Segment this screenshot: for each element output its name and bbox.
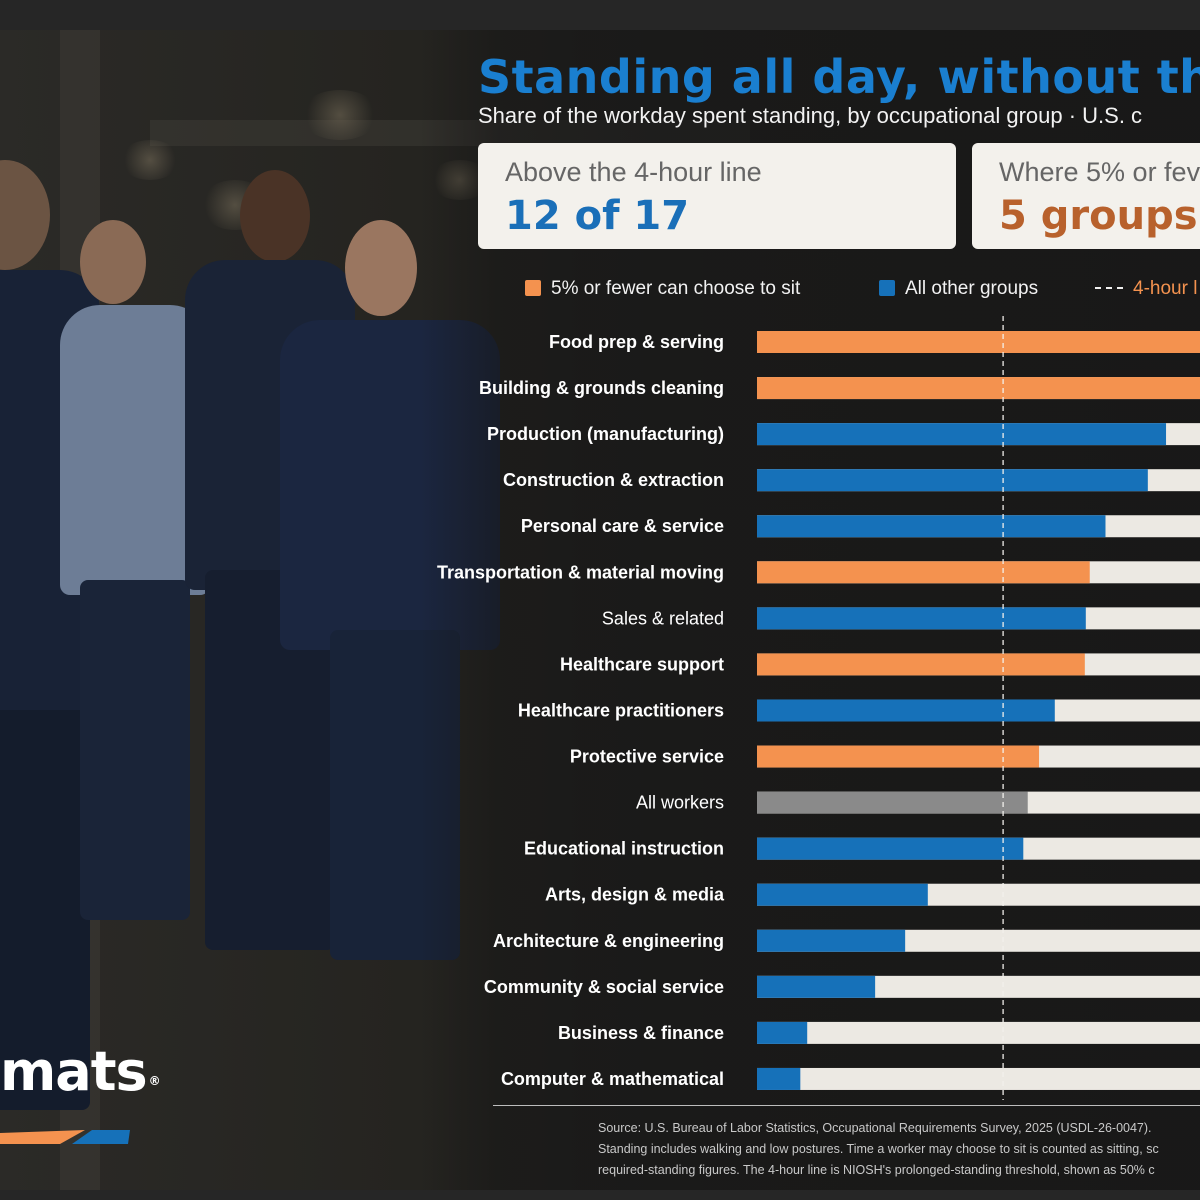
bar <box>757 515 1106 538</box>
stat-card-label: Above the 4-hour line <box>505 157 762 187</box>
bar <box>757 331 1200 353</box>
category-label: Healthcare support <box>560 654 724 674</box>
brand-logo: mats ® <box>0 1040 161 1103</box>
bar <box>757 1067 801 1090</box>
bar <box>757 607 1086 630</box>
brand-swoosh <box>0 1130 130 1144</box>
bar <box>757 469 1148 492</box>
stat-card-few-sit: Where 5% or fev 5 groups <box>972 143 1200 249</box>
legend-orange: 5% or fewer can choose to sit <box>525 278 800 302</box>
registered-mark: ® <box>148 1074 161 1088</box>
bar <box>757 837 1024 860</box>
bar <box>757 791 1028 814</box>
top-strip <box>0 0 1200 30</box>
source-note: Source: U.S. Bureau of Labor Statistics,… <box>598 1118 1200 1181</box>
bar <box>757 929 906 952</box>
category-label: Building & grounds cleaning <box>479 378 724 398</box>
category-label: Sales & related <box>602 608 724 628</box>
legend-label: 5% or fewer can choose to sit <box>551 278 801 299</box>
bar <box>757 423 1167 446</box>
legend-label: 4-hour l <box>1133 278 1198 299</box>
category-label: Personal care & service <box>521 516 724 536</box>
category-label: All workers <box>636 793 724 813</box>
category-label: Protective service <box>570 747 724 767</box>
category-label: Community & social service <box>484 977 724 997</box>
category-label: Computer & mathematical <box>501 1069 724 1089</box>
category-label: Food prep & serving <box>549 332 724 352</box>
bottom-strip <box>0 1190 1200 1200</box>
page-subtitle: Share of the workday spent standing, by … <box>478 103 1143 128</box>
stat-card-value: 12 of 17 <box>505 193 690 239</box>
bar <box>757 653 1085 676</box>
category-label: Construction & extraction <box>503 470 724 490</box>
bar <box>757 745 1040 768</box>
category-label: Architecture & engineering <box>493 931 724 951</box>
legend-dash <box>1095 287 1123 289</box>
bar <box>757 1021 808 1044</box>
bar-track <box>757 1067 1200 1090</box>
category-label: Production (manufacturing) <box>487 424 724 444</box>
legend-reference-line: 4-hour l <box>1095 278 1197 302</box>
category-label: Transportation & material moving <box>437 562 724 582</box>
footer-divider <box>493 1105 1200 1106</box>
source-line: Source: U.S. Bureau of Labor Statistics,… <box>598 1121 1152 1135</box>
stat-card-above-line: Above the 4-hour line 12 of 17 <box>478 143 956 249</box>
legend-blue: All other groups <box>879 278 1038 302</box>
category-label: Educational instruction <box>524 839 724 859</box>
legend-label: All other groups <box>905 278 1039 299</box>
bar <box>757 699 1055 722</box>
page-title: Standing all day, without the op <box>478 50 1200 104</box>
note-line: required-standing figures. The 4-hour li… <box>598 1163 1155 1177</box>
note-line: Standing includes walking and low postur… <box>598 1142 1159 1156</box>
bar <box>757 377 1200 400</box>
brand-name: mats <box>0 1040 148 1103</box>
bar <box>757 883 928 906</box>
stat-card-value: 5 groups <box>999 193 1198 239</box>
legend-swatch-orange <box>525 280 541 296</box>
category-label: Arts, design & media <box>545 885 725 905</box>
bar-track <box>757 1021 1200 1044</box>
bar <box>757 975 876 998</box>
category-label: Healthcare practitioners <box>518 700 724 720</box>
legend-swatch-blue <box>879 280 895 296</box>
bar <box>757 561 1090 584</box>
category-label: Business & finance <box>558 1023 724 1043</box>
stat-card-label: Where 5% or fev <box>999 157 1200 187</box>
